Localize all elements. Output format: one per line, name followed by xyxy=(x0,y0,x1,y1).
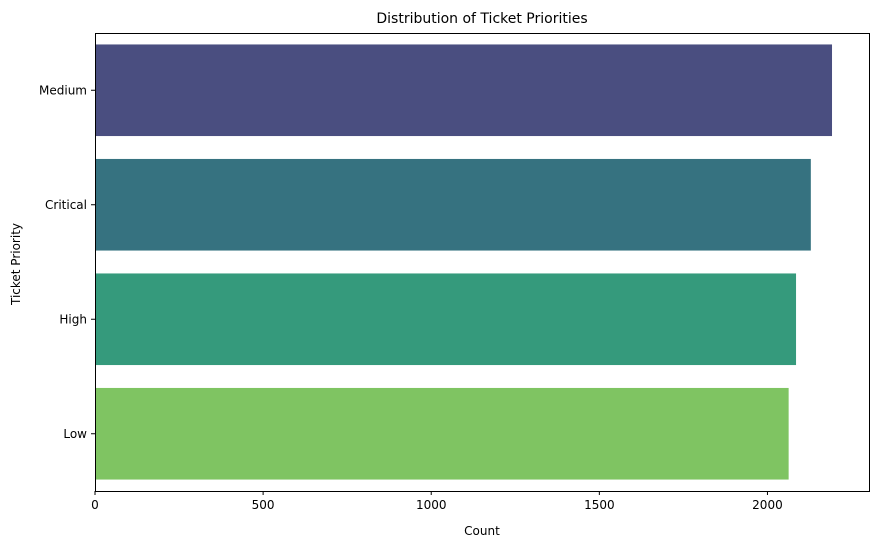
x-tick-label: 1500 xyxy=(584,498,615,512)
chart-title: Distribution of Ticket Priorities xyxy=(376,11,587,27)
bar-low xyxy=(95,387,789,480)
x-tick-label: 2000 xyxy=(752,498,783,512)
bar-medium xyxy=(95,44,833,137)
y-axis-ticks: Medium Critical High Low xyxy=(39,83,95,441)
bar-critical xyxy=(95,158,811,251)
x-tick-label: 0 xyxy=(91,498,99,512)
y-axis-label: Ticket Priority xyxy=(9,223,23,306)
bar-group xyxy=(95,44,833,480)
x-tick-label: 1000 xyxy=(416,498,447,512)
x-axis-label: Count xyxy=(464,524,500,538)
x-axis-ticks: 0 500 1000 1500 2000 xyxy=(91,491,783,512)
y-tick-label: Critical xyxy=(45,198,87,212)
y-tick-label: Low xyxy=(63,427,87,441)
y-tick-label: High xyxy=(59,312,87,326)
y-tick-label: Medium xyxy=(39,83,87,97)
x-tick-label: 500 xyxy=(252,498,275,512)
bar-high xyxy=(95,273,797,366)
plot-frame xyxy=(95,33,870,492)
